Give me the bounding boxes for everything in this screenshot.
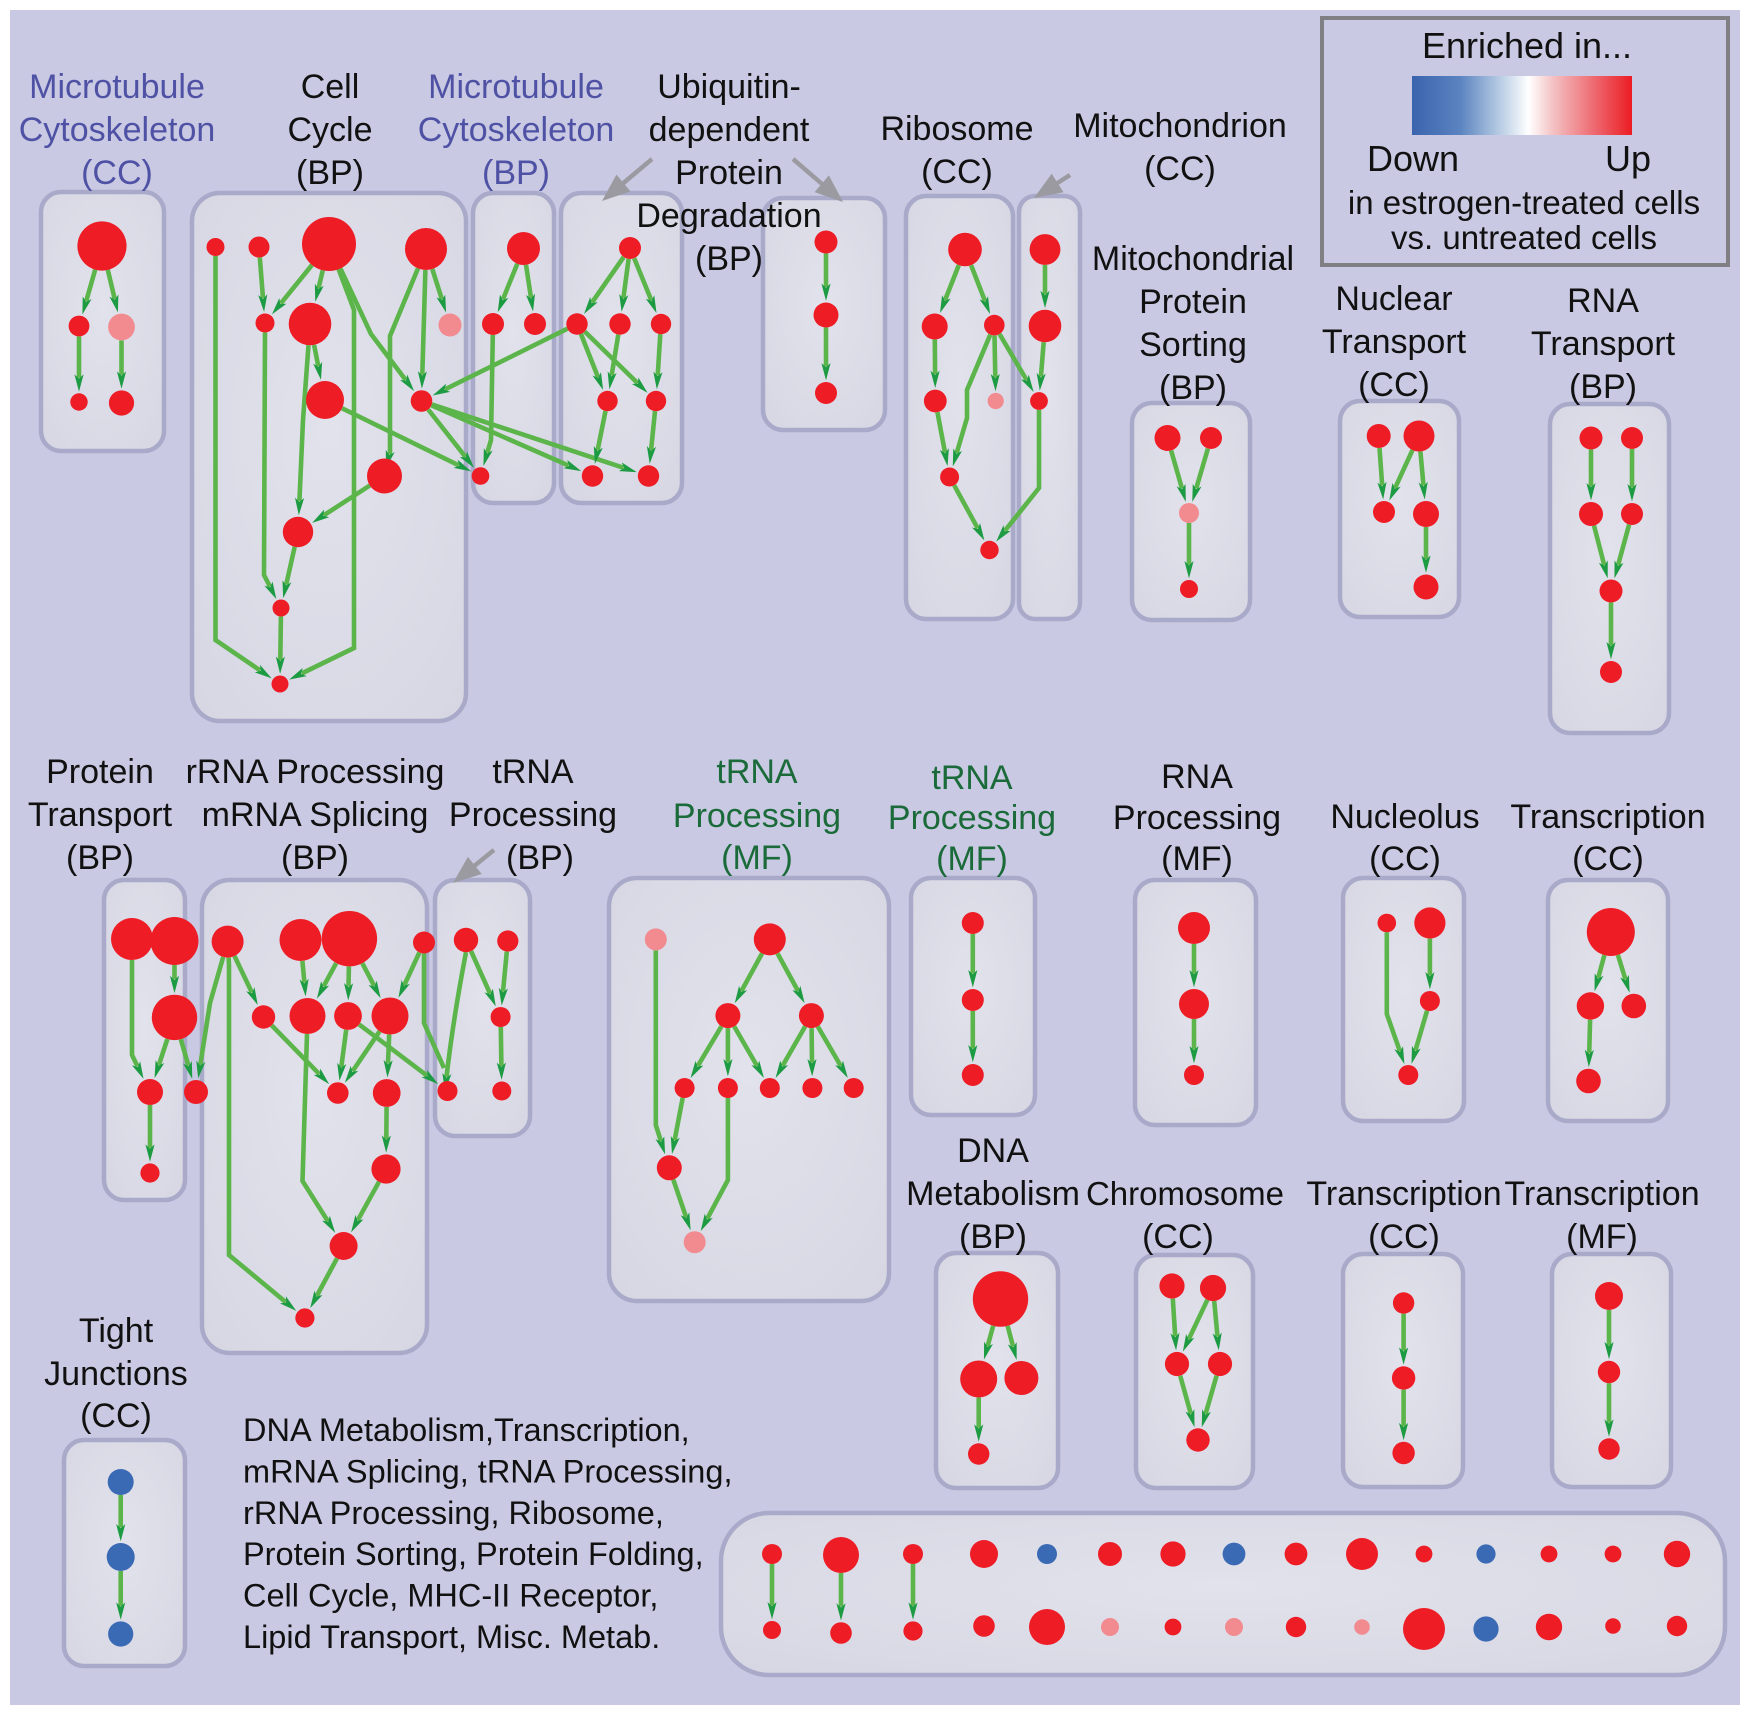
svg-text:(CC): (CC) <box>1369 840 1441 878</box>
svg-text:(BP): (BP) <box>959 1218 1027 1256</box>
svg-text:Lipid Transport, Misc. Metab.: Lipid Transport, Misc. Metab. <box>243 1619 660 1655</box>
svg-text:Protein: Protein <box>675 154 783 192</box>
svg-text:Transport: Transport <box>1531 325 1676 363</box>
svg-text:in estrogen-treated cells: in estrogen-treated cells <box>1348 184 1700 221</box>
svg-text:tRNA: tRNA <box>931 759 1013 797</box>
svg-text:mRNA Splicing, tRNA Processing: mRNA Splicing, tRNA Processing, <box>243 1453 732 1489</box>
svg-text:Enriched in...: Enriched in... <box>1422 25 1632 66</box>
svg-text:Mitochondrion: Mitochondrion <box>1073 107 1287 145</box>
svg-text:Processing: Processing <box>673 797 841 835</box>
svg-text:(CC): (CC) <box>1142 1218 1214 1256</box>
svg-text:Cytoskeleton: Cytoskeleton <box>418 111 615 149</box>
svg-text:Degradation: Degradation <box>636 197 821 235</box>
svg-text:Tight: Tight <box>79 1312 154 1350</box>
svg-text:(MF): (MF) <box>721 839 793 877</box>
svg-text:Transcription: Transcription <box>1306 1175 1501 1213</box>
svg-text:Chromosome: Chromosome <box>1086 1175 1284 1212</box>
svg-text:vs. untreated cells: vs. untreated cells <box>1391 219 1657 256</box>
svg-text:Sorting: Sorting <box>1139 326 1247 364</box>
svg-text:(BP): (BP) <box>506 839 574 877</box>
svg-text:rRNA Processing: rRNA Processing <box>186 753 445 791</box>
svg-text:Cell: Cell <box>301 68 360 106</box>
svg-text:Protein: Protein <box>46 753 154 791</box>
svg-text:(MF): (MF) <box>1566 1218 1638 1256</box>
svg-text:(MF): (MF) <box>1161 840 1233 878</box>
svg-text:Microtubule: Microtubule <box>29 68 205 106</box>
svg-text:DNA Metabolism,Transcription,: DNA Metabolism,Transcription, <box>243 1412 690 1448</box>
svg-text:Transcription: Transcription <box>1510 798 1705 836</box>
svg-text:(BP): (BP) <box>281 839 349 877</box>
svg-text:Cytoskeleton: Cytoskeleton <box>19 111 216 149</box>
svg-text:Down: Down <box>1367 138 1459 179</box>
svg-text:RNA: RNA <box>1161 758 1233 796</box>
svg-text:Ribosome: Ribosome <box>880 110 1033 148</box>
svg-text:Transcription: Transcription <box>1504 1175 1699 1213</box>
svg-text:dependent: dependent <box>649 111 810 149</box>
svg-text:Metabolism: Metabolism <box>906 1175 1080 1213</box>
svg-text:(CC): (CC) <box>1368 1218 1440 1256</box>
svg-text:(CC): (CC) <box>1572 840 1644 878</box>
svg-text:Protein: Protein <box>1139 283 1247 321</box>
svg-text:mRNA Splicing: mRNA Splicing <box>202 796 429 834</box>
svg-text:Junctions: Junctions <box>44 1355 188 1393</box>
svg-text:(BP): (BP) <box>66 839 134 877</box>
svg-text:(MF): (MF) <box>936 840 1008 878</box>
svg-text:Mitochondrial: Mitochondrial <box>1092 240 1294 278</box>
svg-text:(CC): (CC) <box>1144 150 1216 188</box>
svg-text:Nucleolus: Nucleolus <box>1330 798 1479 836</box>
svg-text:(BP): (BP) <box>695 240 763 278</box>
svg-text:Nuclear: Nuclear <box>1335 280 1452 318</box>
svg-text:(CC): (CC) <box>1358 366 1430 404</box>
svg-text:Transport: Transport <box>1322 323 1467 361</box>
svg-text:DNA: DNA <box>957 1132 1029 1170</box>
svg-text:(CC): (CC) <box>81 154 153 192</box>
svg-text:tRNA: tRNA <box>492 753 574 791</box>
svg-text:Processing: Processing <box>449 796 617 834</box>
svg-text:Processing: Processing <box>1113 799 1281 837</box>
svg-text:tRNA: tRNA <box>716 753 798 791</box>
svg-text:(BP): (BP) <box>296 154 364 192</box>
svg-text:(CC): (CC) <box>921 153 993 191</box>
svg-text:Microtubule: Microtubule <box>428 68 604 106</box>
svg-text:rRNA Processing, Ribosome,: rRNA Processing, Ribosome, <box>243 1495 664 1531</box>
svg-text:(BP): (BP) <box>482 154 550 192</box>
svg-text:Processing: Processing <box>888 799 1056 837</box>
svg-text:Transport: Transport <box>28 796 173 834</box>
svg-text:Cycle: Cycle <box>287 111 372 149</box>
svg-text:Ubiquitin-: Ubiquitin- <box>657 68 801 106</box>
svg-text:RNA: RNA <box>1567 282 1639 320</box>
svg-text:Up: Up <box>1605 138 1651 179</box>
svg-text:Cell Cycle, MHC-II Receptor,: Cell Cycle, MHC-II Receptor, <box>243 1578 658 1614</box>
svg-text:(CC): (CC) <box>80 1397 152 1435</box>
svg-text:(BP): (BP) <box>1569 368 1637 406</box>
svg-text:(BP): (BP) <box>1159 369 1227 407</box>
svg-text:Protein Sorting, Protein Foldi: Protein Sorting, Protein Folding, <box>243 1536 704 1572</box>
